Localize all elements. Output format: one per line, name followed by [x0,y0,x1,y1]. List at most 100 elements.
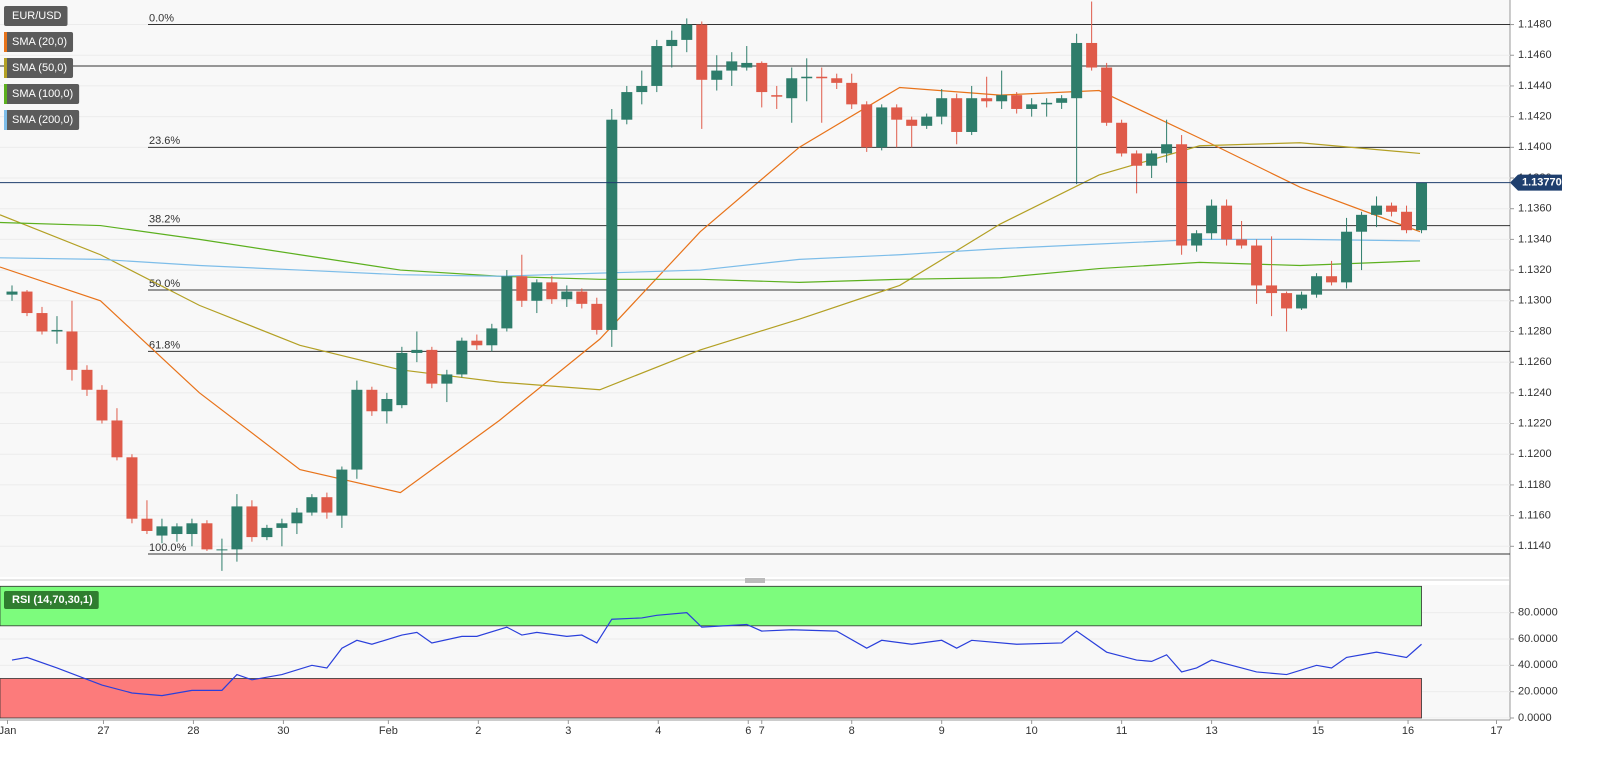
candle-body [96,389,108,421]
legend-box [4,84,80,104]
candle-body [1311,276,1323,295]
x-tick-label: 9 [939,725,945,737]
y-tick-label: 1.1440 [1518,80,1552,92]
candle-body [771,95,783,97]
candle-body [261,527,273,538]
x-tick-label: 8 [849,725,855,737]
x-tick-label: 6 [745,725,751,737]
legend-swatch [4,110,7,130]
candle-body [1161,144,1173,154]
candle-body [141,518,153,531]
fib-label: 23.6% [149,135,180,147]
fib-label: 50.0% [149,278,180,290]
candle-body [186,523,198,535]
price-panel [0,0,1510,577]
candle-body [381,398,393,412]
candle-body [621,92,633,120]
candle-body [486,328,498,346]
candle-body [921,116,933,126]
candle-body [561,291,573,300]
legend-box [4,58,74,78]
fib-label: 100.0% [149,542,187,554]
legend-label: SMA (200,0) [12,114,73,126]
candle-body [546,282,558,300]
candle-body [471,340,483,346]
candle-body [126,457,138,519]
candle-body [1056,98,1068,103]
candle-body [1296,294,1308,309]
candle-body [696,24,708,80]
legend-box [4,110,80,130]
rsi-line [11,612,1422,697]
x-tick-label: 4 [655,725,661,737]
rsi-zone [0,678,1422,719]
candle-body [966,98,978,132]
x-tick-label: 11 [1116,725,1127,737]
candle-body [1416,182,1428,231]
candle-body [1401,211,1413,231]
candle-body [81,369,93,390]
candle-body [501,276,513,329]
candle-body [411,349,423,353]
y-tick-label: 1.1480 [1518,18,1552,30]
candle-body [1041,102,1053,105]
candle-body [1146,153,1158,166]
candle-body [306,497,318,513]
fib-label: 61.8% [149,339,180,351]
price-tag-label: 1.13770 [1522,177,1562,189]
candle-body [1086,42,1098,68]
legend-swatch [4,84,7,104]
candle-body [756,62,768,93]
legend-label: SMA (100,0) [12,88,73,100]
candle-body [21,291,33,314]
candle-body [1371,205,1383,215]
candle-body [1176,144,1188,246]
y-tick-label: 1.1280 [1518,325,1552,337]
candle-body [846,82,858,105]
candle-body [291,512,303,524]
candle-body [231,506,243,550]
candle-body [351,389,363,470]
y-tick-label: 1.1400 [1518,141,1552,153]
candle-body [276,523,288,528]
resize-handle[interactable] [745,578,765,583]
candle-body [1356,214,1368,232]
candle-body [6,291,18,295]
y-tick-label: 1.1340 [1518,233,1552,245]
candle-body [831,78,843,83]
y-tick-label: 1.1420 [1518,111,1552,123]
candle-body [1326,276,1338,283]
candle-body [1281,293,1293,309]
y-tick-label: 1.1200 [1518,448,1552,460]
candle-body [1116,122,1128,154]
candle-body [606,119,618,330]
candle-body [201,523,213,550]
legend-swatch [4,58,7,78]
fib-label: 38.2% [149,213,180,225]
y-tick-label: 1.1320 [1518,264,1552,276]
candle-body [51,329,63,332]
y-tick-label: 20.0000 [1518,686,1558,698]
candle-body [891,107,903,120]
candle-body [666,39,678,47]
candle-body [1101,67,1113,123]
rsi-zone [0,585,1422,627]
rsi-title: RSI (14,70,30,1) [12,594,93,606]
legend-label: SMA (50,0) [12,62,67,74]
candle-body [711,70,723,80]
x-tick-label: 17 [1490,725,1502,737]
fib-label: 0.0% [149,12,174,24]
y-tick-label: 1.1240 [1518,387,1552,399]
candle-body [1011,95,1023,109]
x-tick-label: 28 [187,725,199,737]
candle-body [156,526,168,536]
candle-body [1026,104,1038,109]
x-tick-label: Jan [0,725,16,737]
candle-body [636,85,648,93]
candle-body [171,526,183,535]
legend-label: SMA (20,0) [12,36,67,48]
candle-body [1206,205,1218,234]
candle-body [516,276,528,301]
x-tick-label: 13 [1205,725,1217,737]
candle-body [951,98,963,132]
